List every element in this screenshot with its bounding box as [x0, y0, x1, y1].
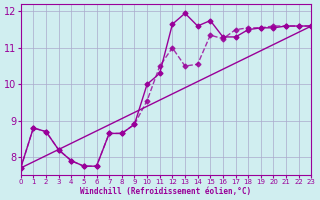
X-axis label: Windchill (Refroidissement éolien,°C): Windchill (Refroidissement éolien,°C) [81, 187, 252, 196]
